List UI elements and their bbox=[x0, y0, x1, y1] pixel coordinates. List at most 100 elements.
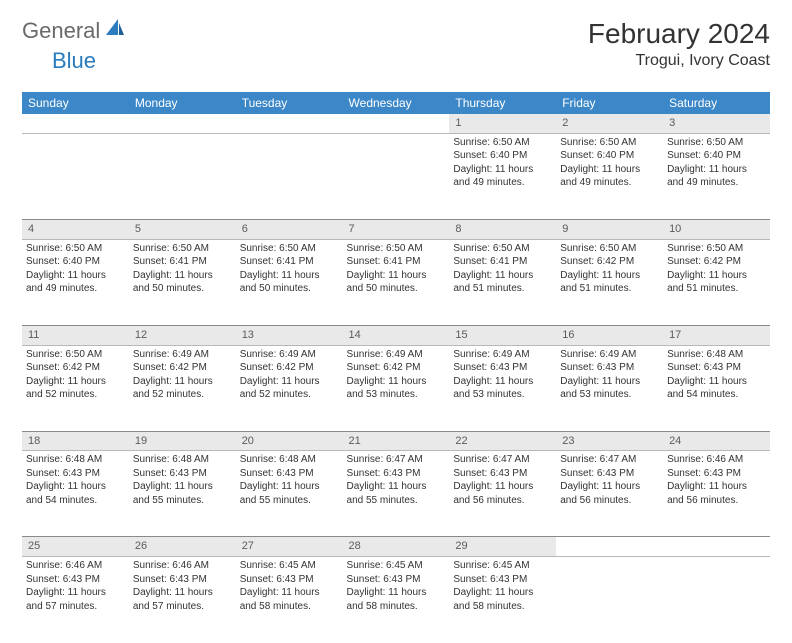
day-number-cell: 20 bbox=[236, 431, 343, 451]
sunset-text: Sunset: 6:40 PM bbox=[453, 149, 552, 163]
day-number-cell: 9 bbox=[556, 219, 663, 239]
day-cell-content: Sunrise: 6:47 AMSunset: 6:43 PMDaylight:… bbox=[560, 453, 659, 507]
sunrise-text: Sunrise: 6:50 AM bbox=[240, 242, 339, 256]
day-number-cell: 1 bbox=[449, 114, 556, 133]
sunset-text: Sunset: 6:43 PM bbox=[560, 467, 659, 481]
day-number-cell: 27 bbox=[236, 537, 343, 557]
day-cell: Sunrise: 6:50 AMSunset: 6:40 PMDaylight:… bbox=[22, 239, 129, 325]
day-number-cell: 13 bbox=[236, 325, 343, 345]
daylight-text-1: Daylight: 11 hours bbox=[26, 269, 125, 283]
sunrise-text: Sunrise: 6:49 AM bbox=[240, 348, 339, 362]
daylight-text-2: and 51 minutes. bbox=[453, 282, 552, 296]
daylight-text-2: and 54 minutes. bbox=[667, 388, 766, 402]
daylight-text-2: and 56 minutes. bbox=[453, 494, 552, 508]
daylight-text-1: Daylight: 11 hours bbox=[347, 375, 446, 389]
day-cell: Sunrise: 6:46 AMSunset: 6:43 PMDaylight:… bbox=[129, 557, 236, 643]
daylight-text-1: Daylight: 11 hours bbox=[26, 586, 125, 600]
day-cell-content: Sunrise: 6:50 AMSunset: 6:42 PMDaylight:… bbox=[667, 242, 766, 296]
day-number-row: 18192021222324 bbox=[22, 431, 770, 451]
daylight-text-2: and 55 minutes. bbox=[347, 494, 446, 508]
sunrise-text: Sunrise: 6:48 AM bbox=[240, 453, 339, 467]
daylight-text-1: Daylight: 11 hours bbox=[453, 586, 552, 600]
day-cell: Sunrise: 6:46 AMSunset: 6:43 PMDaylight:… bbox=[663, 451, 770, 537]
daylight-text-1: Daylight: 11 hours bbox=[560, 269, 659, 283]
daylight-text-1: Daylight: 11 hours bbox=[347, 586, 446, 600]
daylight-text-1: Daylight: 11 hours bbox=[133, 586, 232, 600]
daylight-text-1: Daylight: 11 hours bbox=[240, 375, 339, 389]
day-cell-content: Sunrise: 6:49 AMSunset: 6:43 PMDaylight:… bbox=[453, 348, 552, 402]
day-number-cell: 7 bbox=[343, 219, 450, 239]
day-cell bbox=[663, 557, 770, 643]
sunrise-text: Sunrise: 6:50 AM bbox=[347, 242, 446, 256]
sunset-text: Sunset: 6:43 PM bbox=[26, 573, 125, 587]
sunset-text: Sunset: 6:43 PM bbox=[453, 361, 552, 375]
sunrise-text: Sunrise: 6:46 AM bbox=[667, 453, 766, 467]
day-number-row: 123 bbox=[22, 114, 770, 133]
daylight-text-2: and 54 minutes. bbox=[26, 494, 125, 508]
daylight-text-1: Daylight: 11 hours bbox=[560, 375, 659, 389]
day-cell-content: Sunrise: 6:50 AMSunset: 6:41 PMDaylight:… bbox=[240, 242, 339, 296]
sunrise-text: Sunrise: 6:45 AM bbox=[453, 559, 552, 573]
sunset-text: Sunset: 6:40 PM bbox=[560, 149, 659, 163]
sunset-text: Sunset: 6:40 PM bbox=[26, 255, 125, 269]
sunset-text: Sunset: 6:42 PM bbox=[133, 361, 232, 375]
day-cell: Sunrise: 6:50 AMSunset: 6:41 PMDaylight:… bbox=[236, 239, 343, 325]
daylight-text-1: Daylight: 11 hours bbox=[667, 269, 766, 283]
daylight-text-1: Daylight: 11 hours bbox=[453, 163, 552, 177]
sunrise-text: Sunrise: 6:48 AM bbox=[667, 348, 766, 362]
sunrise-text: Sunrise: 6:50 AM bbox=[560, 242, 659, 256]
sunrise-text: Sunrise: 6:45 AM bbox=[240, 559, 339, 573]
day-number-row: 11121314151617 bbox=[22, 325, 770, 345]
day-number-cell: 28 bbox=[343, 537, 450, 557]
day-content-row: Sunrise: 6:50 AMSunset: 6:40 PMDaylight:… bbox=[22, 239, 770, 325]
day-cell: Sunrise: 6:45 AMSunset: 6:43 PMDaylight:… bbox=[236, 557, 343, 643]
daylight-text-2: and 56 minutes. bbox=[667, 494, 766, 508]
day-number-cell: 2 bbox=[556, 114, 663, 133]
daylight-text-1: Daylight: 11 hours bbox=[453, 269, 552, 283]
day-cell: Sunrise: 6:50 AMSunset: 6:41 PMDaylight:… bbox=[449, 239, 556, 325]
day-cell-content: Sunrise: 6:47 AMSunset: 6:43 PMDaylight:… bbox=[453, 453, 552, 507]
sunset-text: Sunset: 6:42 PM bbox=[560, 255, 659, 269]
day-cell-content: Sunrise: 6:50 AMSunset: 6:40 PMDaylight:… bbox=[667, 136, 766, 190]
day-cell-content: Sunrise: 6:48 AMSunset: 6:43 PMDaylight:… bbox=[26, 453, 125, 507]
sunset-text: Sunset: 6:43 PM bbox=[453, 467, 552, 481]
daylight-text-1: Daylight: 11 hours bbox=[240, 269, 339, 283]
daylight-text-1: Daylight: 11 hours bbox=[667, 375, 766, 389]
daylight-text-2: and 53 minutes. bbox=[453, 388, 552, 402]
sunset-text: Sunset: 6:43 PM bbox=[347, 467, 446, 481]
day-number-cell: 17 bbox=[663, 325, 770, 345]
day-number-cell: 12 bbox=[129, 325, 236, 345]
daylight-text-1: Daylight: 11 hours bbox=[453, 375, 552, 389]
daylight-text-1: Daylight: 11 hours bbox=[560, 480, 659, 494]
daylight-text-1: Daylight: 11 hours bbox=[667, 163, 766, 177]
daylight-text-1: Daylight: 11 hours bbox=[347, 480, 446, 494]
daylight-text-2: and 51 minutes. bbox=[667, 282, 766, 296]
day-cell: Sunrise: 6:47 AMSunset: 6:43 PMDaylight:… bbox=[449, 451, 556, 537]
day-number-cell bbox=[343, 114, 450, 133]
daylight-text-2: and 51 minutes. bbox=[560, 282, 659, 296]
day-cell-content: Sunrise: 6:48 AMSunset: 6:43 PMDaylight:… bbox=[240, 453, 339, 507]
sunrise-text: Sunrise: 6:50 AM bbox=[560, 136, 659, 150]
day-cell: Sunrise: 6:48 AMSunset: 6:43 PMDaylight:… bbox=[22, 451, 129, 537]
day-cell: Sunrise: 6:50 AMSunset: 6:40 PMDaylight:… bbox=[663, 133, 770, 219]
sunset-text: Sunset: 6:42 PM bbox=[347, 361, 446, 375]
sunset-text: Sunset: 6:41 PM bbox=[453, 255, 552, 269]
day-number-cell: 6 bbox=[236, 219, 343, 239]
weekday-header: Thursday bbox=[449, 92, 556, 114]
day-cell-content: Sunrise: 6:49 AMSunset: 6:42 PMDaylight:… bbox=[133, 348, 232, 402]
daylight-text-2: and 49 minutes. bbox=[560, 176, 659, 190]
day-number-cell bbox=[663, 537, 770, 557]
day-number-row: 45678910 bbox=[22, 219, 770, 239]
sunset-text: Sunset: 6:42 PM bbox=[240, 361, 339, 375]
sunset-text: Sunset: 6:41 PM bbox=[240, 255, 339, 269]
day-cell-content: Sunrise: 6:48 AMSunset: 6:43 PMDaylight:… bbox=[133, 453, 232, 507]
daylight-text-1: Daylight: 11 hours bbox=[347, 269, 446, 283]
sunrise-text: Sunrise: 6:50 AM bbox=[667, 242, 766, 256]
sunrise-text: Sunrise: 6:46 AM bbox=[26, 559, 125, 573]
daylight-text-1: Daylight: 11 hours bbox=[240, 480, 339, 494]
day-number-cell: 4 bbox=[22, 219, 129, 239]
day-cell bbox=[129, 133, 236, 219]
day-number-cell: 11 bbox=[22, 325, 129, 345]
day-cell-content: Sunrise: 6:47 AMSunset: 6:43 PMDaylight:… bbox=[347, 453, 446, 507]
calendar-table: Sunday Monday Tuesday Wednesday Thursday… bbox=[22, 92, 770, 643]
